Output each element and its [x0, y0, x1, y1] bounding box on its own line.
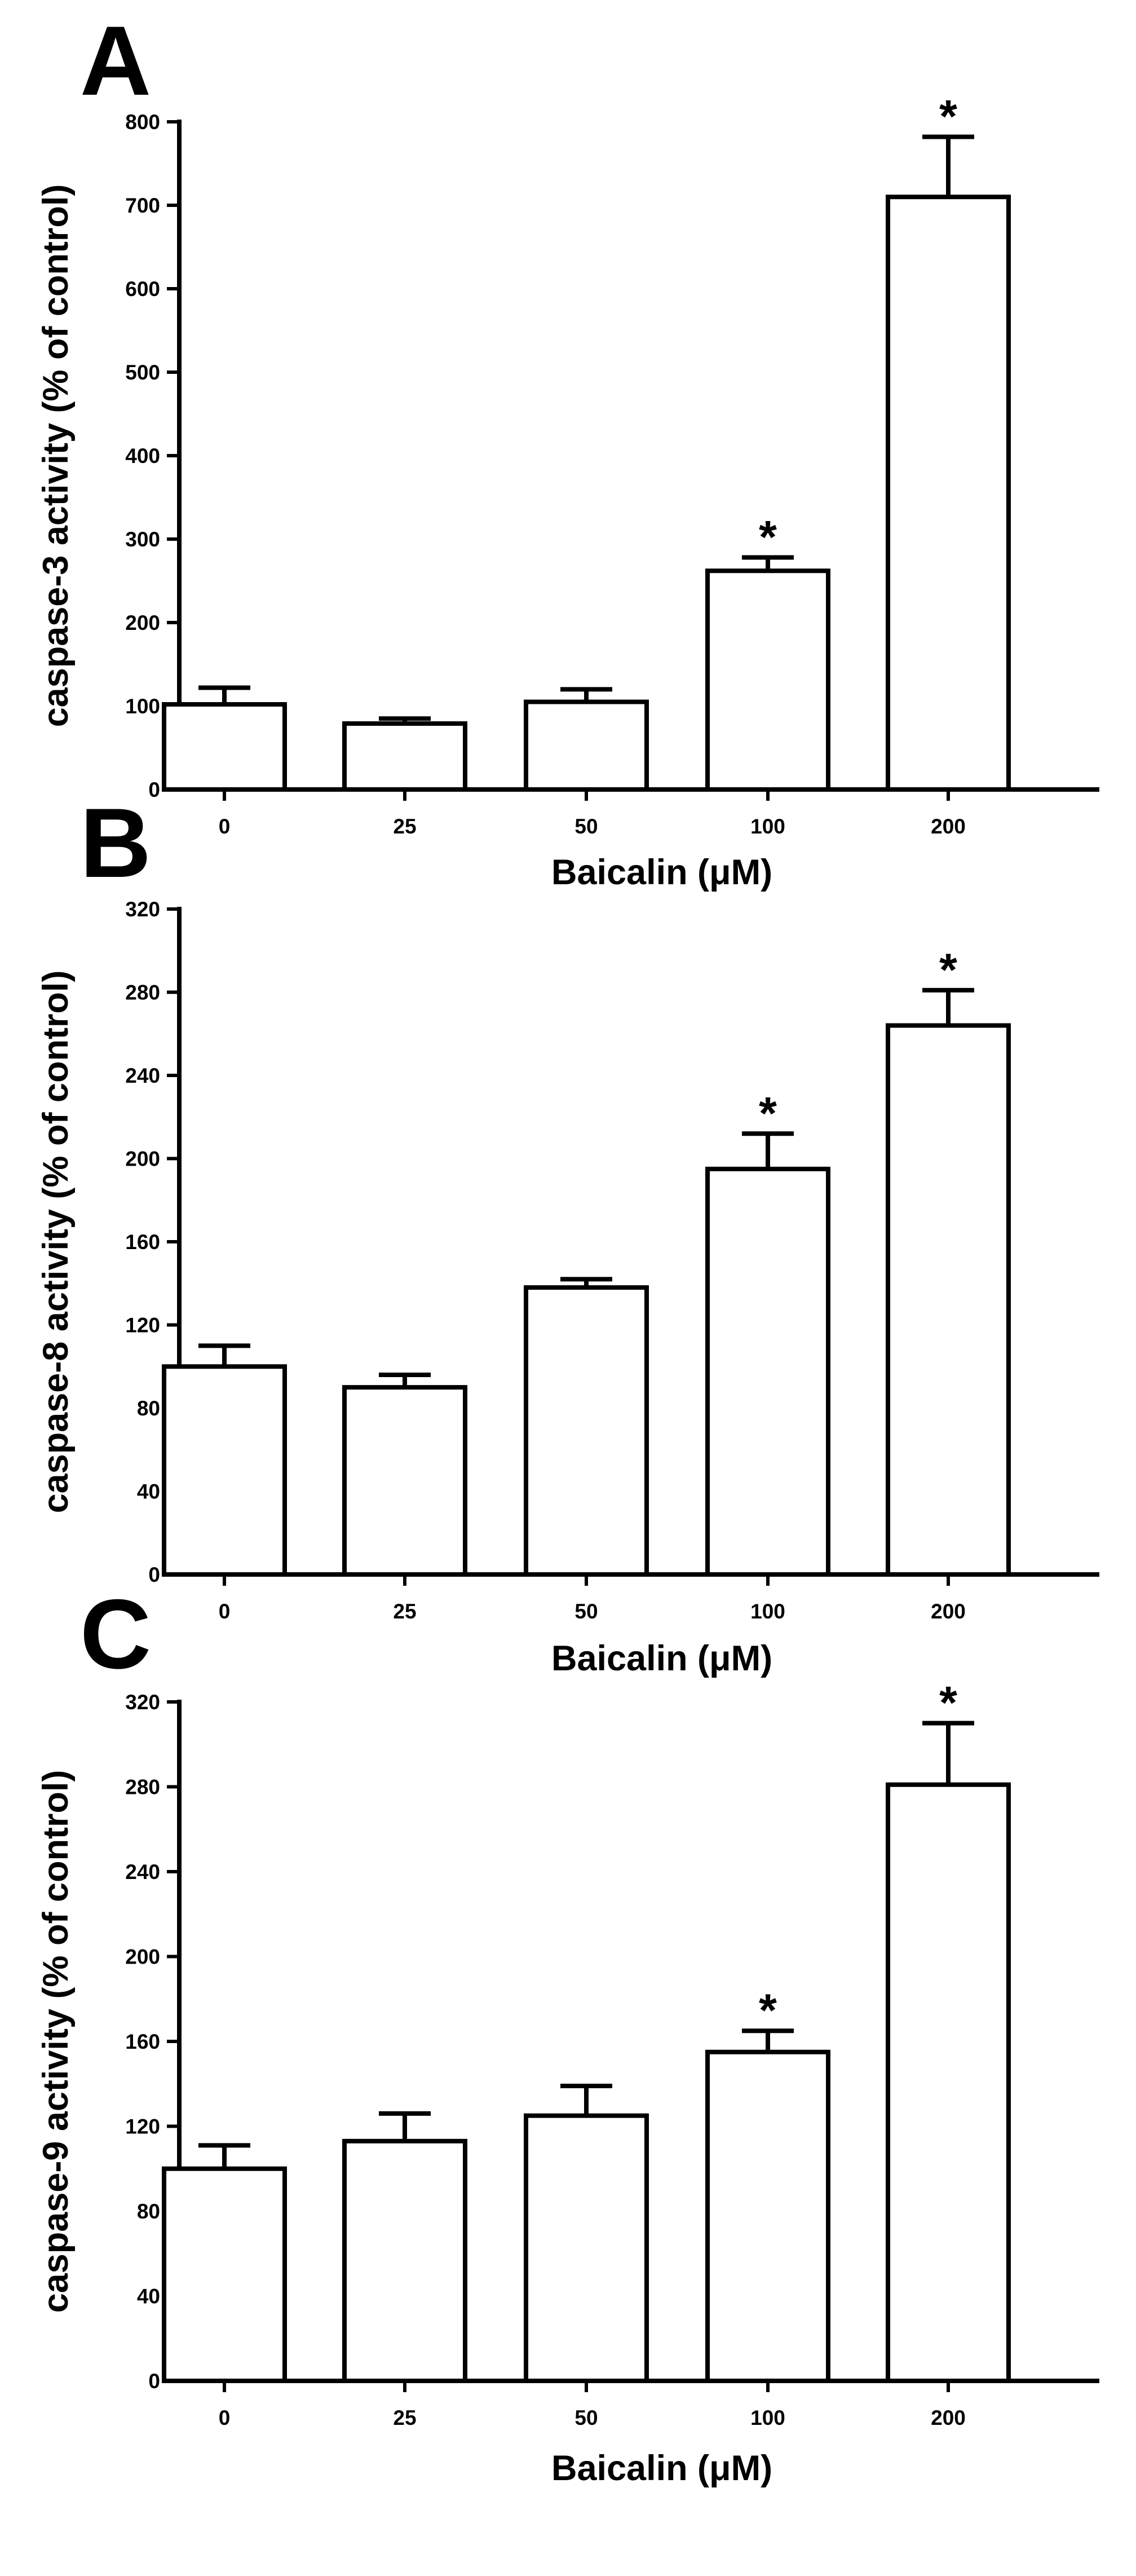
- y-tick-label: 40: [137, 1480, 160, 1503]
- bar-200: [886, 195, 1011, 792]
- y-tick-label: 200: [125, 1148, 160, 1171]
- bar-100: [705, 2049, 830, 2383]
- x-tick-label: 25: [393, 815, 416, 838]
- x-tick-label: 0: [219, 1600, 231, 1623]
- x-tick-label: 0: [219, 2406, 231, 2429]
- y-tick-label: 0: [148, 778, 160, 801]
- y-tick-label: 240: [125, 1064, 160, 1087]
- significance-marker: *: [759, 1088, 777, 1139]
- bar-0: [162, 2166, 287, 2383]
- significance-marker: *: [759, 1985, 777, 2036]
- x-tick-label: 100: [750, 2406, 785, 2429]
- x-axis-title: Baicalin (μM): [551, 1639, 772, 1678]
- y-tick-label: 280: [125, 981, 160, 1004]
- y-tick-label: 240: [125, 1860, 160, 1884]
- y-tick-label: 0: [148, 1563, 160, 1586]
- y-tick-label: 300: [125, 528, 160, 551]
- y-axis-title: caspase-8 activity (% of control): [36, 971, 76, 1514]
- x-tick-label: 50: [574, 1600, 598, 1623]
- significance-marker: *: [759, 512, 777, 563]
- y-tick-label: 120: [125, 1314, 160, 1337]
- y-tick-label: 320: [125, 898, 160, 921]
- significance-marker: *: [939, 1678, 957, 1729]
- panel-a: A 0 100 200 300 400 500 600 700 800 0 25 50 100 * 200 * B…: [36, 6, 1099, 892]
- bar-25: [342, 2138, 467, 2383]
- y-axis-title: caspase-9 activity (% of control): [36, 1770, 76, 2313]
- y-tick-label: 700: [125, 194, 160, 217]
- panel-b: B 0 40 80 120 160 200 240 280 320 0 25 50 100 * 200 * Bai…: [36, 788, 1099, 1678]
- x-tick-label: 200: [931, 2406, 966, 2429]
- y-tick-label: 80: [137, 2200, 160, 2223]
- bar-0: [162, 702, 287, 792]
- y-tick-label: 200: [125, 611, 160, 634]
- panel-letter: C: [80, 1580, 151, 1690]
- bar-50: [524, 2113, 649, 2383]
- y-tick-label: 800: [125, 111, 160, 134]
- x-tick-label: 100: [750, 1600, 785, 1623]
- y-tick-label: 40: [137, 2285, 160, 2308]
- x-tick-label: 200: [931, 815, 966, 838]
- x-tick-label: 25: [393, 2406, 416, 2429]
- y-tick-label: 320: [125, 1691, 160, 1714]
- y-tick-label: 160: [125, 1230, 160, 1254]
- bar-25: [342, 1385, 467, 1577]
- bar-0: [162, 1364, 287, 1577]
- bar-100: [705, 568, 830, 792]
- x-tick-label: 50: [574, 2406, 598, 2429]
- x-tick-label: 100: [750, 815, 785, 838]
- x-tick-label: 25: [393, 1600, 416, 1623]
- x-tick-label: 200: [931, 1600, 966, 1623]
- y-tick-label: 80: [137, 1397, 160, 1420]
- significance-marker: *: [939, 91, 957, 143]
- bar-25: [342, 721, 467, 792]
- y-tick-label: 120: [125, 2115, 160, 2138]
- y-tick-label: 100: [125, 695, 160, 718]
- panel-letter: A: [80, 6, 151, 116]
- panel-letter: B: [80, 788, 151, 898]
- x-axis-title: Baicalin (μM): [551, 853, 772, 892]
- y-tick-label: 0: [148, 2370, 160, 2393]
- bar-100: [705, 1166, 830, 1577]
- bar-200: [886, 1782, 1011, 2383]
- y-tick-label: 400: [125, 444, 160, 467]
- significance-marker: *: [939, 945, 957, 996]
- y-axis-title: caspase-3 activity (% of control): [36, 184, 76, 727]
- bar-50: [524, 1285, 649, 1577]
- bar-200: [886, 1023, 1011, 1577]
- panel-c: C 0 40 80 120 160 200 240 280 320 0 25 50 100 * 200 * Bai…: [36, 1580, 1099, 2488]
- bar-50: [524, 699, 649, 792]
- x-tick-label: 50: [574, 815, 598, 838]
- x-tick-label: 0: [219, 815, 231, 838]
- y-tick-label: 600: [125, 277, 160, 301]
- y-tick-label: 280: [125, 1776, 160, 1799]
- y-tick-label: 160: [125, 2030, 160, 2053]
- y-tick-label: 500: [125, 361, 160, 384]
- y-tick-label: 200: [125, 1946, 160, 1969]
- x-axis-title: Baicalin (μM): [551, 2449, 772, 2488]
